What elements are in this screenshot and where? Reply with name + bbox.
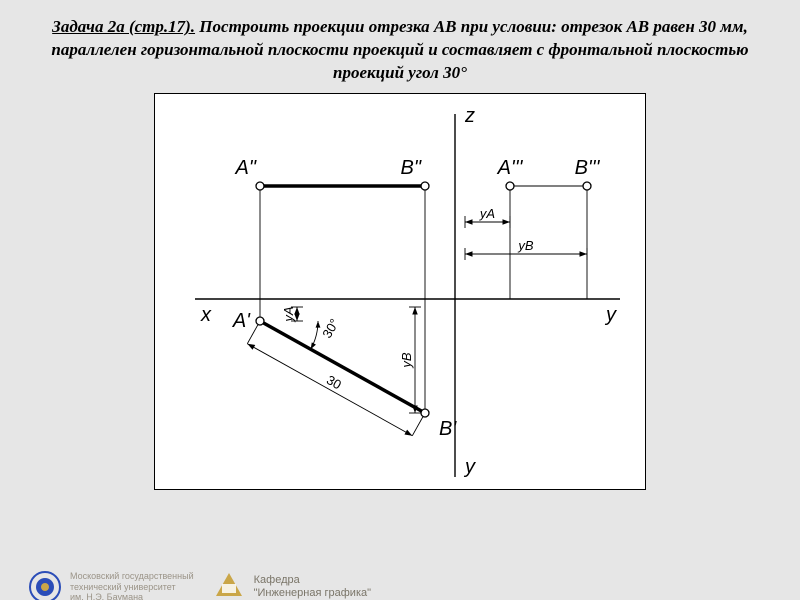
org-dept: Кафедра "Инженерная графика" (212, 570, 371, 600)
svg-text:z: z (464, 105, 475, 127)
svg-text:A''': A''' (497, 157, 524, 179)
bmstu-logo-icon (28, 570, 62, 600)
task-title: Задача 2а (стр.17). Построить проекции о… (20, 16, 780, 85)
svg-text:A': A' (232, 310, 251, 332)
svg-text:30: 30 (324, 372, 344, 392)
svg-text:30°: 30° (319, 316, 342, 341)
diagram-frame: x y y z 30° 30 yA yB yA yB A" B" A''' B''' A' B' (154, 93, 646, 490)
svg-text:y: y (604, 304, 617, 326)
svg-text:B": B" (401, 157, 422, 179)
svg-text:x: x (200, 304, 212, 326)
svg-text:yA: yA (479, 206, 495, 221)
org-bmstu: Московский государственный технический у… (28, 570, 194, 600)
diagram-svg: x y y z 30° 30 yA yB yA yB A" B" A''' B''' A' B' (155, 94, 645, 489)
dept-text: Кафедра "Инженерная графика" (254, 574, 371, 600)
dept-logo-icon (212, 570, 246, 600)
svg-text:B': B' (439, 418, 457, 440)
footer: Московский государственный технический у… (0, 570, 800, 600)
svg-text:yB: yB (399, 352, 414, 369)
svg-text:y: y (463, 456, 476, 478)
slide: Задача 2а (стр.17). Построить проекции о… (0, 16, 800, 600)
svg-text:yA: yA (281, 306, 296, 322)
svg-text:yB: yB (517, 238, 534, 253)
svg-text:A": A" (235, 157, 257, 179)
task-label: Задача 2а (стр.17). (52, 17, 195, 36)
svg-text:B''': B''' (575, 157, 601, 179)
bmstu-text: Московский государственный технический у… (70, 571, 194, 600)
